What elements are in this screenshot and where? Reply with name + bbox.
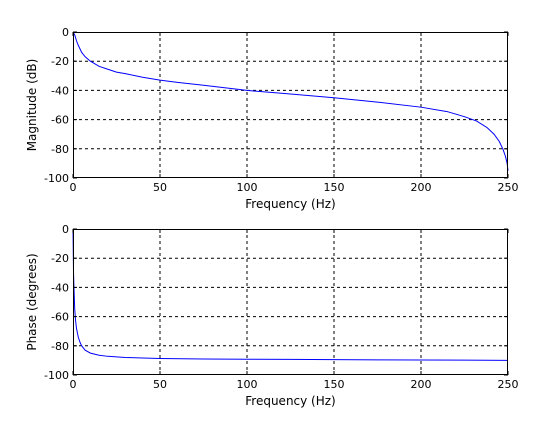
magnitude-x-tick-label: 50 (153, 181, 167, 194)
magnitude-x-tick-label: 0 (70, 181, 77, 194)
magnitude-x-tick-label: 150 (324, 181, 345, 194)
phase-y-tick-label: -100 (44, 369, 69, 382)
magnitude-axes-box (73, 32, 508, 178)
magnitude-series-line (72, 31, 509, 171)
phase-y-axis-label: Phase (degrees) (25, 253, 39, 350)
phase-y-tick-label: 0 (62, 223, 69, 236)
magnitude-y-tick-label: 0 (62, 26, 69, 39)
phase-x-tick-label: 50 (153, 378, 167, 391)
phase-x-axis-label: Frequency (Hz) (245, 394, 336, 408)
phase-y-tick-label: -20 (51, 252, 69, 265)
phase-y-tick-label: -80 (51, 340, 69, 353)
magnitude-y-tick-label: -40 (51, 84, 69, 97)
phase-axes-box (73, 229, 508, 375)
phase-x-tick-label: 150 (324, 378, 345, 391)
phase-x-tick-label: 0 (70, 378, 77, 391)
magnitude-y-tick-label: -100 (44, 172, 69, 185)
magnitude-x-tick-label: 200 (411, 181, 432, 194)
magnitude-x-tick-label: 250 (498, 181, 519, 194)
magnitude-y-tick-label: -60 (51, 114, 69, 127)
magnitude-plot-area (73, 32, 508, 178)
phase-plot-area (73, 229, 508, 375)
phase-x-tick-label: 250 (498, 378, 519, 391)
phase-x-tick-label: 200 (411, 378, 432, 391)
magnitude-y-tick-label: -80 (51, 143, 69, 156)
phase-series-line (72, 228, 509, 361)
magnitude-x-axis-label: Frequency (Hz) (245, 197, 336, 211)
phase-y-tick-label: -60 (51, 311, 69, 324)
phase-panel: 0 50 100 150 200 250 0 -20 -40 -60 -80 -100 Frequenc… (25, 223, 519, 408)
phase-x-tick-label: 100 (237, 378, 258, 391)
phase-y-tick-label: -40 (51, 281, 69, 294)
magnitude-y-tick-label: -20 (51, 55, 69, 68)
magnitude-y-axis-label: Magnitude (dB) (25, 59, 39, 152)
magnitude-x-tick-label: 100 (237, 181, 258, 194)
magnitude-panel: 0 50 100 150 200 250 0 -20 -40 -60 -80 -100 Frequenc… (25, 26, 519, 211)
